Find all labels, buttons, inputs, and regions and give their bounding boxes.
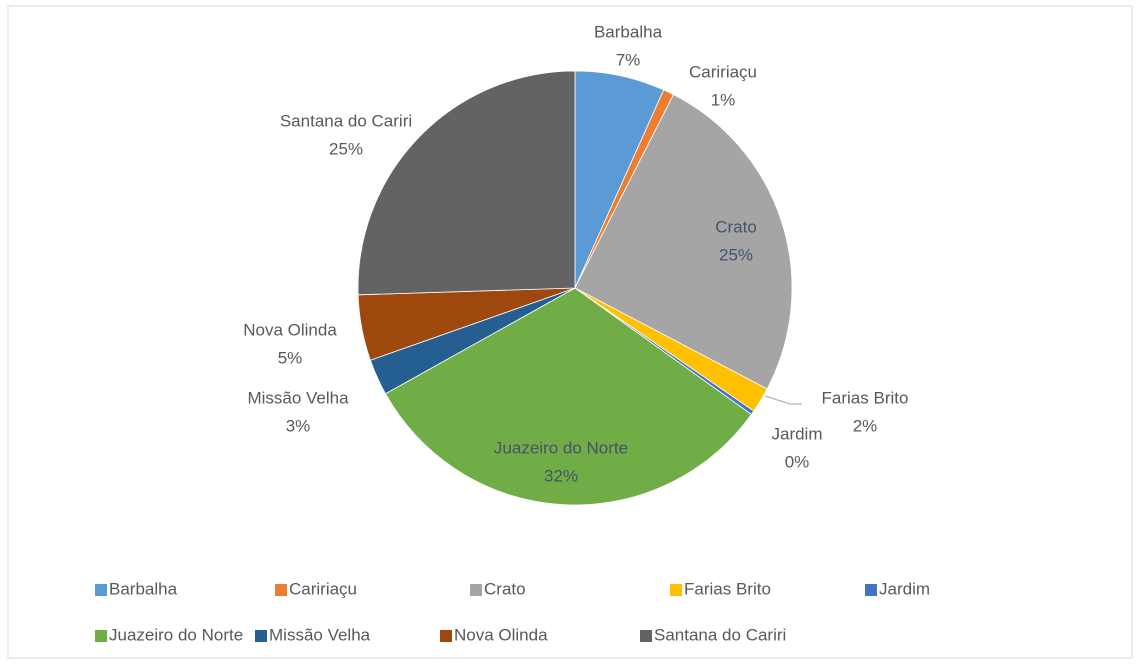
data-label-name: Farias Brito (822, 388, 909, 407)
data-label-name: Crato (715, 217, 757, 236)
legend-label: Barbalha (109, 579, 178, 598)
pie-slice (357, 70, 576, 296)
data-label-value: 25% (329, 139, 363, 158)
data-label-name: Missão Velha (247, 388, 349, 407)
legend-label: Farias Brito (684, 579, 771, 598)
data-label-name: Jardim (771, 424, 822, 443)
legend-swatch (865, 584, 877, 596)
data-label-value: 7% (616, 50, 641, 69)
data-label-value: 0% (785, 452, 810, 471)
legend-swatch (255, 630, 267, 642)
legend-swatch (440, 630, 452, 642)
data-label-value: 2% (853, 416, 878, 435)
data-label-name: Barbalha (594, 22, 663, 41)
legend-label: Juazeiro do Norte (109, 625, 243, 644)
data-label-value: 3% (286, 416, 311, 435)
legend-swatch (95, 584, 107, 596)
legend-swatch (470, 584, 482, 596)
data-label-name: Santana do Cariri (280, 111, 412, 130)
data-label-value: 1% (711, 90, 736, 109)
legend-label: Nova Olinda (454, 625, 548, 644)
data-label-value: 25% (719, 245, 753, 264)
legend-swatch (275, 584, 287, 596)
legend-label: Caririaçu (289, 579, 357, 598)
legend-label: Santana do Cariri (654, 625, 786, 644)
legend-label: Crato (484, 579, 526, 598)
legend-label: Missão Velha (269, 625, 371, 644)
data-label-name: Juazeiro do Norte (494, 438, 628, 457)
leader-line (764, 395, 802, 405)
legend-swatch (640, 630, 652, 642)
data-label-value: 5% (278, 348, 303, 367)
data-label-value: 32% (544, 466, 578, 485)
legend-swatch (95, 630, 107, 642)
pie-slice (384, 287, 752, 506)
pie-slice (574, 94, 793, 390)
data-label-name: Caririaçu (689, 62, 757, 81)
legend-swatch (670, 584, 682, 596)
data-label-name: Nova Olinda (243, 320, 337, 339)
legend-label: Jardim (879, 579, 930, 598)
